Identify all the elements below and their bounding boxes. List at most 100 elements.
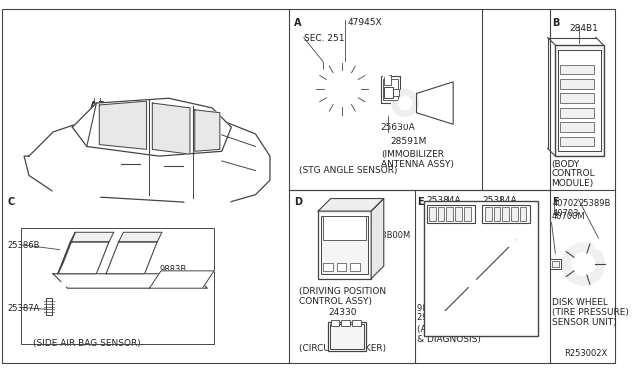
Bar xyxy=(438,207,445,221)
Text: 29556MW/D SIDE AIRBAG: 29556MW/D SIDE AIRBAG xyxy=(417,313,525,322)
Ellipse shape xyxy=(382,69,390,77)
Bar xyxy=(384,87,394,98)
Bar xyxy=(464,207,470,221)
Ellipse shape xyxy=(60,282,66,289)
Text: 9883B: 9883B xyxy=(159,265,186,274)
Ellipse shape xyxy=(236,164,255,177)
Text: 40702: 40702 xyxy=(552,199,579,208)
Text: (STG ANGLE SENSOR): (STG ANGLE SENSOR) xyxy=(299,166,397,175)
Polygon shape xyxy=(106,242,157,274)
Text: F: F xyxy=(552,197,559,206)
Bar xyxy=(520,207,527,221)
Polygon shape xyxy=(318,199,384,211)
Ellipse shape xyxy=(324,70,360,107)
Text: 47945X: 47945X xyxy=(347,18,381,27)
Text: SEC. 251: SEC. 251 xyxy=(304,33,344,43)
Text: 98820 W/SIDE AIRBAG: 98820 W/SIDE AIRBAG xyxy=(417,303,512,312)
Bar xyxy=(560,64,594,74)
Ellipse shape xyxy=(333,80,351,97)
Bar xyxy=(46,298,52,315)
Bar xyxy=(383,79,398,100)
Text: E: E xyxy=(417,197,424,206)
Ellipse shape xyxy=(554,235,612,293)
Bar xyxy=(493,207,500,221)
Bar xyxy=(427,205,476,222)
Ellipse shape xyxy=(192,187,223,206)
Text: 25384A: 25384A xyxy=(482,196,516,205)
Text: DISK WHEEL: DISK WHEEL xyxy=(552,298,607,308)
Text: SENSOR UNIT): SENSOR UNIT) xyxy=(552,318,616,327)
Polygon shape xyxy=(150,271,214,288)
Bar xyxy=(552,261,559,267)
Text: 25630A: 25630A xyxy=(381,123,415,132)
Bar xyxy=(384,75,392,85)
Ellipse shape xyxy=(392,90,419,116)
Polygon shape xyxy=(70,232,114,242)
Bar xyxy=(560,108,594,118)
Text: 98830: 98830 xyxy=(63,197,92,206)
Bar xyxy=(330,324,364,349)
Text: 25387A: 25387A xyxy=(8,304,40,313)
Text: B: B xyxy=(97,101,105,111)
Polygon shape xyxy=(371,199,384,279)
Text: E: E xyxy=(122,164,128,173)
Text: C: C xyxy=(8,197,15,206)
Bar xyxy=(455,207,462,221)
Bar xyxy=(424,201,538,336)
Bar xyxy=(550,259,561,269)
Ellipse shape xyxy=(468,279,477,288)
Text: D: D xyxy=(127,152,134,161)
Ellipse shape xyxy=(53,177,101,206)
Ellipse shape xyxy=(240,167,252,174)
Bar xyxy=(482,205,531,222)
Text: (BODY: (BODY xyxy=(552,160,580,169)
Polygon shape xyxy=(152,103,190,154)
Polygon shape xyxy=(195,110,220,151)
Text: (TIRE PRESSURE): (TIRE PRESSURE) xyxy=(552,308,628,317)
Ellipse shape xyxy=(470,281,475,286)
Bar xyxy=(323,263,333,271)
Text: & DIAGNOSIS): & DIAGNOSIS) xyxy=(417,335,481,344)
Text: B: B xyxy=(552,18,560,28)
Text: (SIDE AIR BAG SENSOR): (SIDE AIR BAG SENSOR) xyxy=(33,339,141,348)
Text: 284B1: 284B1 xyxy=(569,24,598,33)
Bar xyxy=(381,76,400,103)
Text: 40703: 40703 xyxy=(552,209,579,218)
Bar xyxy=(21,228,214,344)
Ellipse shape xyxy=(68,260,77,269)
Bar xyxy=(560,137,594,147)
Bar xyxy=(352,320,360,326)
Bar xyxy=(560,79,594,89)
Polygon shape xyxy=(417,82,453,124)
Ellipse shape xyxy=(70,262,75,266)
Text: 25386B: 25386B xyxy=(8,241,40,250)
Ellipse shape xyxy=(506,237,516,247)
Ellipse shape xyxy=(595,240,604,250)
Ellipse shape xyxy=(439,313,444,318)
Text: (AIR BAG SENSOR: (AIR BAG SENSOR xyxy=(417,326,498,334)
Bar xyxy=(331,320,339,326)
Polygon shape xyxy=(58,242,109,274)
Text: R253002X: R253002X xyxy=(564,349,607,357)
Bar xyxy=(485,207,492,221)
Text: MODULE): MODULE) xyxy=(552,179,594,188)
Ellipse shape xyxy=(175,278,182,285)
Ellipse shape xyxy=(562,243,605,285)
Text: A: A xyxy=(294,18,301,28)
Bar xyxy=(350,263,360,271)
Bar xyxy=(429,207,436,221)
Text: A: A xyxy=(431,99,436,108)
Polygon shape xyxy=(24,118,270,204)
Ellipse shape xyxy=(61,182,93,201)
Bar xyxy=(392,89,399,96)
Polygon shape xyxy=(58,232,76,274)
Ellipse shape xyxy=(385,83,425,124)
Bar xyxy=(558,50,601,151)
Text: 25732A: 25732A xyxy=(460,313,495,322)
Bar xyxy=(321,216,369,274)
Polygon shape xyxy=(53,274,207,288)
Ellipse shape xyxy=(509,240,513,244)
Text: CONTROL ASSY): CONTROL ASSY) xyxy=(299,296,372,305)
Ellipse shape xyxy=(436,310,447,320)
Polygon shape xyxy=(72,98,232,156)
